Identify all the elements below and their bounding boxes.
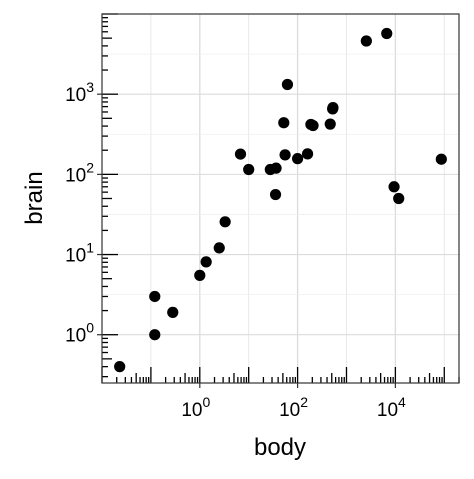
y-tick-label: 103	[65, 79, 94, 106]
y-tick-label-base: 10	[65, 326, 86, 347]
data-point	[388, 181, 400, 193]
data-point	[435, 153, 447, 165]
data-point	[291, 153, 304, 165]
data-point	[167, 306, 179, 318]
data-point	[114, 361, 126, 373]
y-tick-label-exponent: 0	[86, 320, 94, 336]
data-point	[279, 149, 291, 161]
data-point	[327, 102, 339, 114]
y-tick-label-base: 10	[65, 165, 86, 186]
data-point	[194, 269, 206, 281]
x-tick-label: 104	[377, 394, 406, 421]
y-tick-label-base: 10	[65, 85, 86, 106]
data-point	[281, 78, 294, 91]
y-tick-label-exponent: 3	[86, 79, 94, 95]
x-tick-label: 100	[181, 394, 210, 421]
plot-border	[101, 13, 460, 384]
data-point	[200, 256, 212, 268]
data-point	[301, 148, 314, 160]
y-tick-label: 101	[65, 240, 94, 267]
plot-panel	[102, 14, 459, 383]
x-tick-label-base: 10	[377, 400, 398, 421]
data-point	[243, 163, 255, 176]
y-tick-label: 102	[65, 159, 94, 186]
data-point	[149, 290, 161, 303]
y-tick-label-base: 10	[65, 246, 86, 267]
y-tick-label: 100	[65, 320, 94, 347]
x-tick-label-exponent: 0	[202, 394, 210, 410]
data-point	[393, 192, 405, 205]
data-point	[213, 242, 225, 254]
x-tick-label-exponent: 2	[300, 394, 308, 410]
y-axis-title: brain	[21, 171, 48, 224]
data-point	[324, 118, 336, 130]
x-tick-label-base: 10	[279, 400, 300, 421]
data-point	[381, 27, 393, 40]
x-axis-title: body	[254, 434, 306, 461]
point-layer	[114, 27, 447, 373]
data-point	[278, 117, 290, 129]
data-point	[219, 216, 231, 228]
data-point	[360, 35, 372, 47]
x-tick-label-base: 10	[181, 400, 202, 421]
logtick-layer	[101, 13, 460, 383]
axis-tick-layer	[97, 93, 396, 388]
data-point	[234, 148, 247, 160]
x-tick-label-exponent: 4	[398, 394, 406, 410]
data-point	[270, 162, 282, 174]
y-tick-label-exponent: 1	[86, 240, 94, 256]
data-point	[307, 119, 319, 132]
x-tick-label: 102	[279, 394, 308, 421]
data-point	[269, 188, 282, 201]
grid-layer	[101, 13, 459, 383]
y-tick-label-exponent: 2	[86, 159, 94, 175]
data-point	[149, 329, 161, 341]
